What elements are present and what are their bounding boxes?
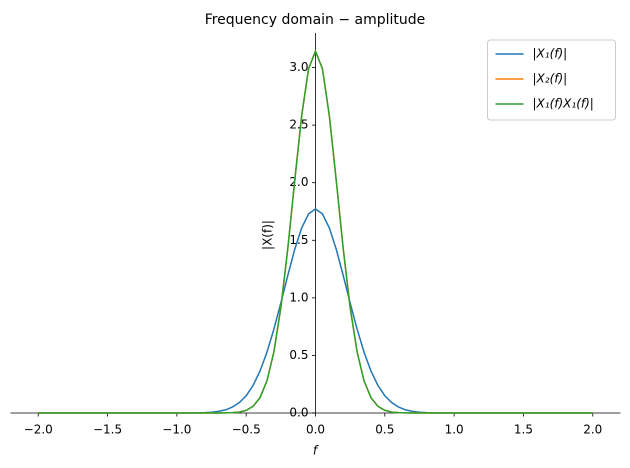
legend-label: |X₂(f)| (533, 72, 568, 86)
x-tick-label: −1.0 (162, 423, 191, 437)
x-tick-label: 1.0 (445, 423, 464, 437)
y-tick-label: 2.5 (289, 118, 308, 132)
x-tick-label: 0.5 (375, 423, 394, 437)
x-tick-label: 0.0 (306, 423, 325, 437)
y-tick-label: 3.0 (289, 60, 308, 74)
y-tick-label: 0.0 (289, 406, 308, 420)
x-axis-label: f (313, 444, 319, 458)
x-tick-label: 1.5 (514, 423, 533, 437)
y-tick-label: 2.0 (289, 175, 308, 189)
y-axis-label: |X(f)| (261, 220, 275, 250)
y-tick-label: 1.5 (289, 233, 308, 247)
y-tick-label: 0.5 (289, 348, 308, 362)
chart-title: Frequency domain − amplitude (205, 12, 426, 28)
series-line (38, 49, 593, 414)
legend-label: |X₁(f)X₁(f)| (533, 97, 594, 111)
x-tick-label: 2.0 (583, 423, 602, 437)
x-tick-label: −2.0 (24, 423, 53, 437)
series-line (38, 208, 593, 414)
x-tick-label: −1.5 (93, 423, 122, 437)
y-tick-label: 1.0 (289, 290, 308, 304)
x-tick-label: −0.5 (232, 423, 261, 437)
legend-box (487, 39, 616, 121)
legend-label: |X₁(f)| (533, 47, 568, 61)
